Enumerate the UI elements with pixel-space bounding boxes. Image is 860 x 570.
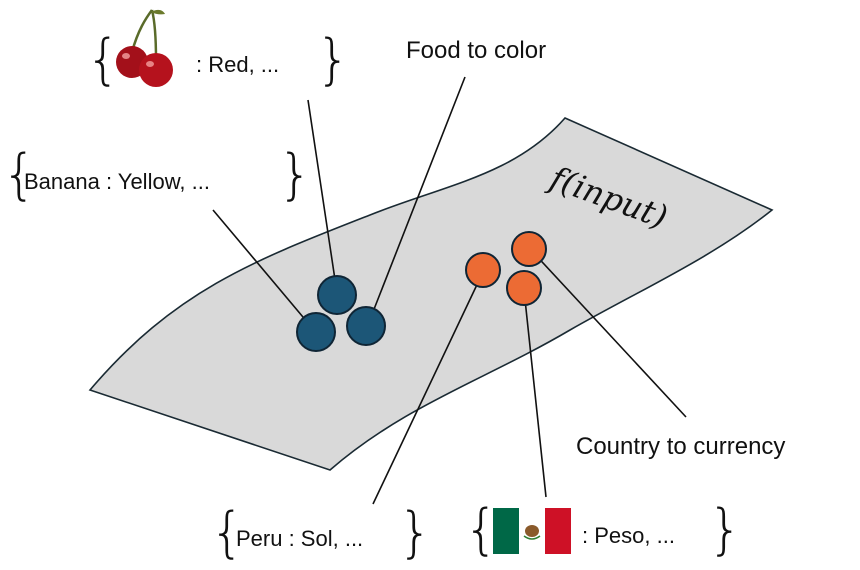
food-cluster — [296, 275, 386, 352]
connector-peru — [372, 271, 484, 505]
connector-country-label — [530, 249, 687, 418]
country-point — [506, 270, 542, 306]
connector-mexico — [523, 289, 547, 498]
connector-food-label — [368, 76, 466, 323]
connector-cherry — [307, 99, 338, 294]
food-cluster-label: Food to color — [406, 37, 546, 64]
manifold-surface — [88, 117, 774, 471]
food-point — [346, 306, 386, 346]
banana-mapping-text: Banana : Yellow, ... — [24, 169, 210, 194]
close-brace: } — [708, 498, 742, 561]
open-brace: { — [86, 28, 120, 91]
close-brace: } — [316, 28, 350, 91]
close-brace: } — [398, 501, 432, 564]
country-cluster-label: Country to currency — [576, 433, 785, 460]
close-brace: } — [278, 143, 312, 206]
country-cluster — [465, 231, 547, 306]
cherry-mapping-text: : Red, ... — [196, 52, 279, 77]
cherry-example: { : Red, ... } — [86, 9, 350, 91]
cherry-icon — [116, 9, 173, 87]
food-point — [317, 275, 357, 315]
open-brace: { — [210, 501, 244, 564]
peru-example: { Peru : Sol, ... } — [210, 501, 432, 564]
country-point — [465, 252, 501, 288]
mexico-mapping-text: : Peso, ... — [582, 523, 675, 548]
open-brace: { — [464, 498, 498, 561]
connector-banana — [212, 209, 309, 324]
mexico-example: { : Peso, ... } — [464, 498, 742, 561]
banana-example: { Banana : Yellow, ... } — [2, 143, 312, 206]
food-point — [296, 312, 336, 352]
mexico-flag-icon — [493, 508, 571, 554]
country-point — [511, 231, 547, 267]
peru-mapping-text: Peru : Sol, ... — [236, 526, 363, 551]
open-brace: { — [2, 143, 36, 206]
